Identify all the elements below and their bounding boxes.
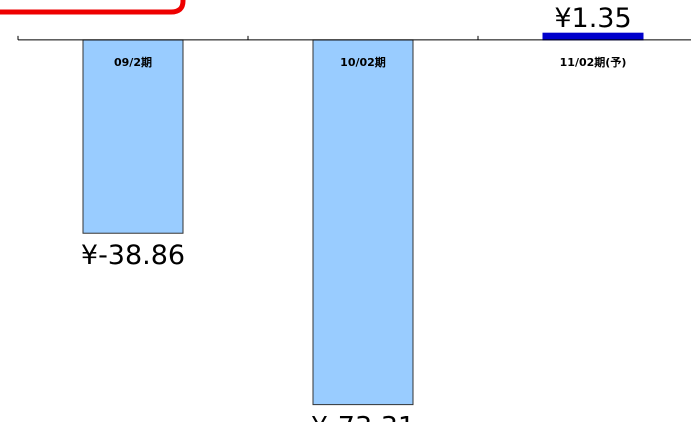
tick-label: 10/02期 <box>340 55 386 69</box>
red-frame-corner <box>0 0 186 15</box>
axis-ticks <box>17 35 479 40</box>
value-labels: ¥-38.86 ¥-73.31 ¥1.35 <box>81 3 632 422</box>
bar <box>82 39 184 234</box>
bars-group <box>82 32 644 406</box>
tick-label: 11/02期(予) <box>560 55 627 69</box>
data-label: ¥1.35 <box>554 3 631 34</box>
tick-label: 09/2期 <box>114 55 152 69</box>
bar <box>542 32 644 41</box>
data-label: ¥-73.31 <box>311 412 415 422</box>
data-label: ¥-38.86 <box>81 240 185 271</box>
category-labels: 09/2期 10/02期 11/02期(予) <box>114 55 626 69</box>
bar <box>312 39 414 406</box>
